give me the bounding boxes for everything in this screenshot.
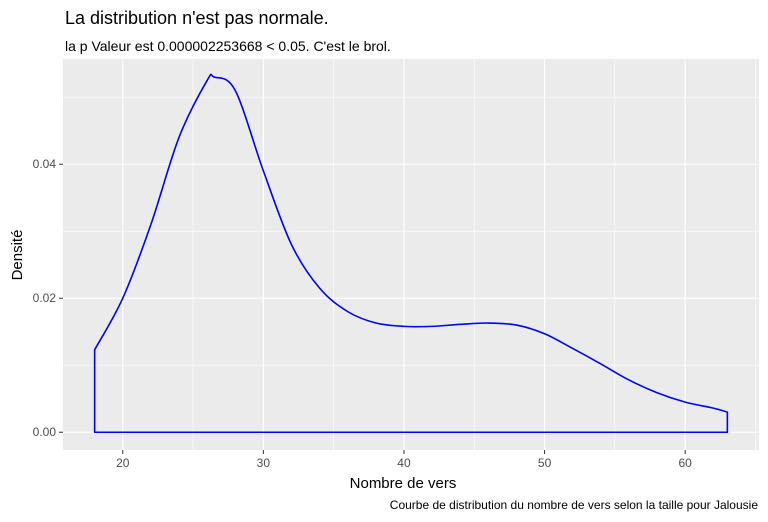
y-axis: 0.00 0.02 0.04 <box>33 157 63 439</box>
y-tick-label: 0.04 <box>33 157 57 171</box>
chart-title: La distribution n'est pas normale. <box>65 8 329 28</box>
x-tick-label: 60 <box>679 456 693 470</box>
y-tick-label: 0.02 <box>33 291 57 305</box>
x-tick-label: 20 <box>116 456 130 470</box>
x-axis-title: Nombre de vers <box>350 475 457 492</box>
x-axis: 20 30 40 50 60 <box>116 450 692 470</box>
x-tick-label: 30 <box>257 456 271 470</box>
y-axis-title: Densité <box>9 230 26 281</box>
density-series <box>93 73 729 434</box>
x-tick-label: 40 <box>397 456 411 470</box>
plot-panel <box>63 59 759 450</box>
x-tick-label: 50 <box>538 456 552 470</box>
chart-caption: Courbe de distribution du nombre de vers… <box>390 498 759 512</box>
y-tick-label: 0.00 <box>33 425 57 439</box>
chart-subtitle: la p Valeur est 0.000002253668 < 0.05. C… <box>65 38 391 54</box>
density-line <box>93 73 729 434</box>
